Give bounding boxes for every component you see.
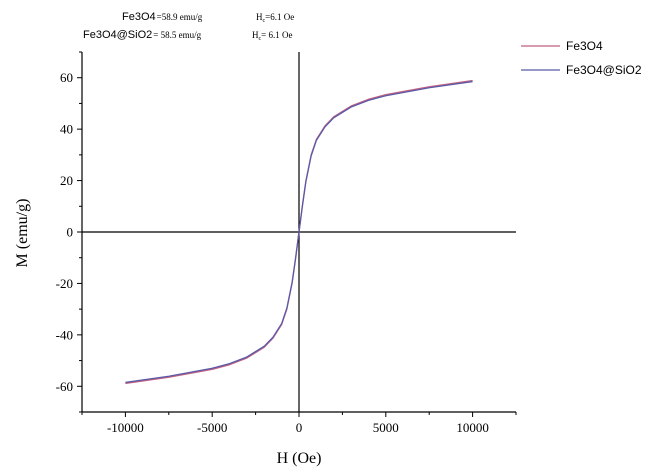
x-tick-label: -5000 (197, 420, 227, 435)
y-tick-label: 0 (67, 225, 74, 240)
annotation-2-hc-prefix: H (252, 30, 259, 40)
annotation-1-ms: =58.9 emu/g (157, 12, 203, 22)
x-axis-title: H (Oe) (277, 450, 322, 467)
y-axis-title: M (emu/g) (14, 199, 31, 268)
y-tick-label: 40 (60, 122, 73, 137)
legend-label-2: Fe3O4@SiO2 (566, 63, 642, 77)
axis-ticks: -60 -40 -20 0 20 40 60 -10000 -5000 0 5000 10000 (56, 51, 517, 435)
y-tick-label: -20 (56, 276, 73, 291)
svg-text:Fe3O4=58.9 emu/g: Fe3O4=58.9 emu/g (122, 11, 203, 23)
annotation-block: Fe3O4=58.9 emu/g Hc=6.1 Oe Fe3O4@SiO2= 5… (83, 11, 294, 42)
x-tick-label: 0 (296, 420, 303, 435)
annotation-2-hc-value: = 6.1 Oe (261, 30, 292, 40)
annotation-1-hc-value: =6.1 Oe (265, 12, 294, 22)
annotation-2-ms: = 58.5 emu/g (153, 30, 201, 40)
legend: Fe3O4 Fe3O4@SiO2 (521, 39, 642, 77)
y-tick-label: -60 (56, 379, 73, 394)
y-tick-label: 60 (60, 70, 73, 85)
series-lines (125, 79, 473, 385)
x-tick-label: -10000 (107, 420, 144, 435)
series-line-2 (125, 80, 473, 384)
annotation-2-hc-sub: c (259, 36, 262, 42)
annotation-1-hc-prefix: H (256, 12, 263, 22)
svg-text:Hc= 6.1 Oe: Hc= 6.1 Oe (252, 30, 293, 42)
y-tick-label: 20 (60, 173, 73, 188)
x-tick-label: 5000 (373, 420, 399, 435)
annotation-1-name: Fe3O4 (122, 11, 156, 23)
y-tick-label: -40 (56, 327, 73, 342)
svg-text:Hc=6.1 Oe: Hc=6.1 Oe (256, 12, 294, 24)
annotation-1-hc-sub: c (263, 18, 266, 24)
svg-text:Fe3O4@SiO2= 58.5 emu/g: Fe3O4@SiO2= 58.5 emu/g (83, 29, 202, 41)
legend-label-1: Fe3O4 (566, 39, 603, 53)
x-tick-label: 10000 (456, 420, 489, 435)
annotation-2-name: Fe3O4@SiO2 (83, 29, 152, 41)
